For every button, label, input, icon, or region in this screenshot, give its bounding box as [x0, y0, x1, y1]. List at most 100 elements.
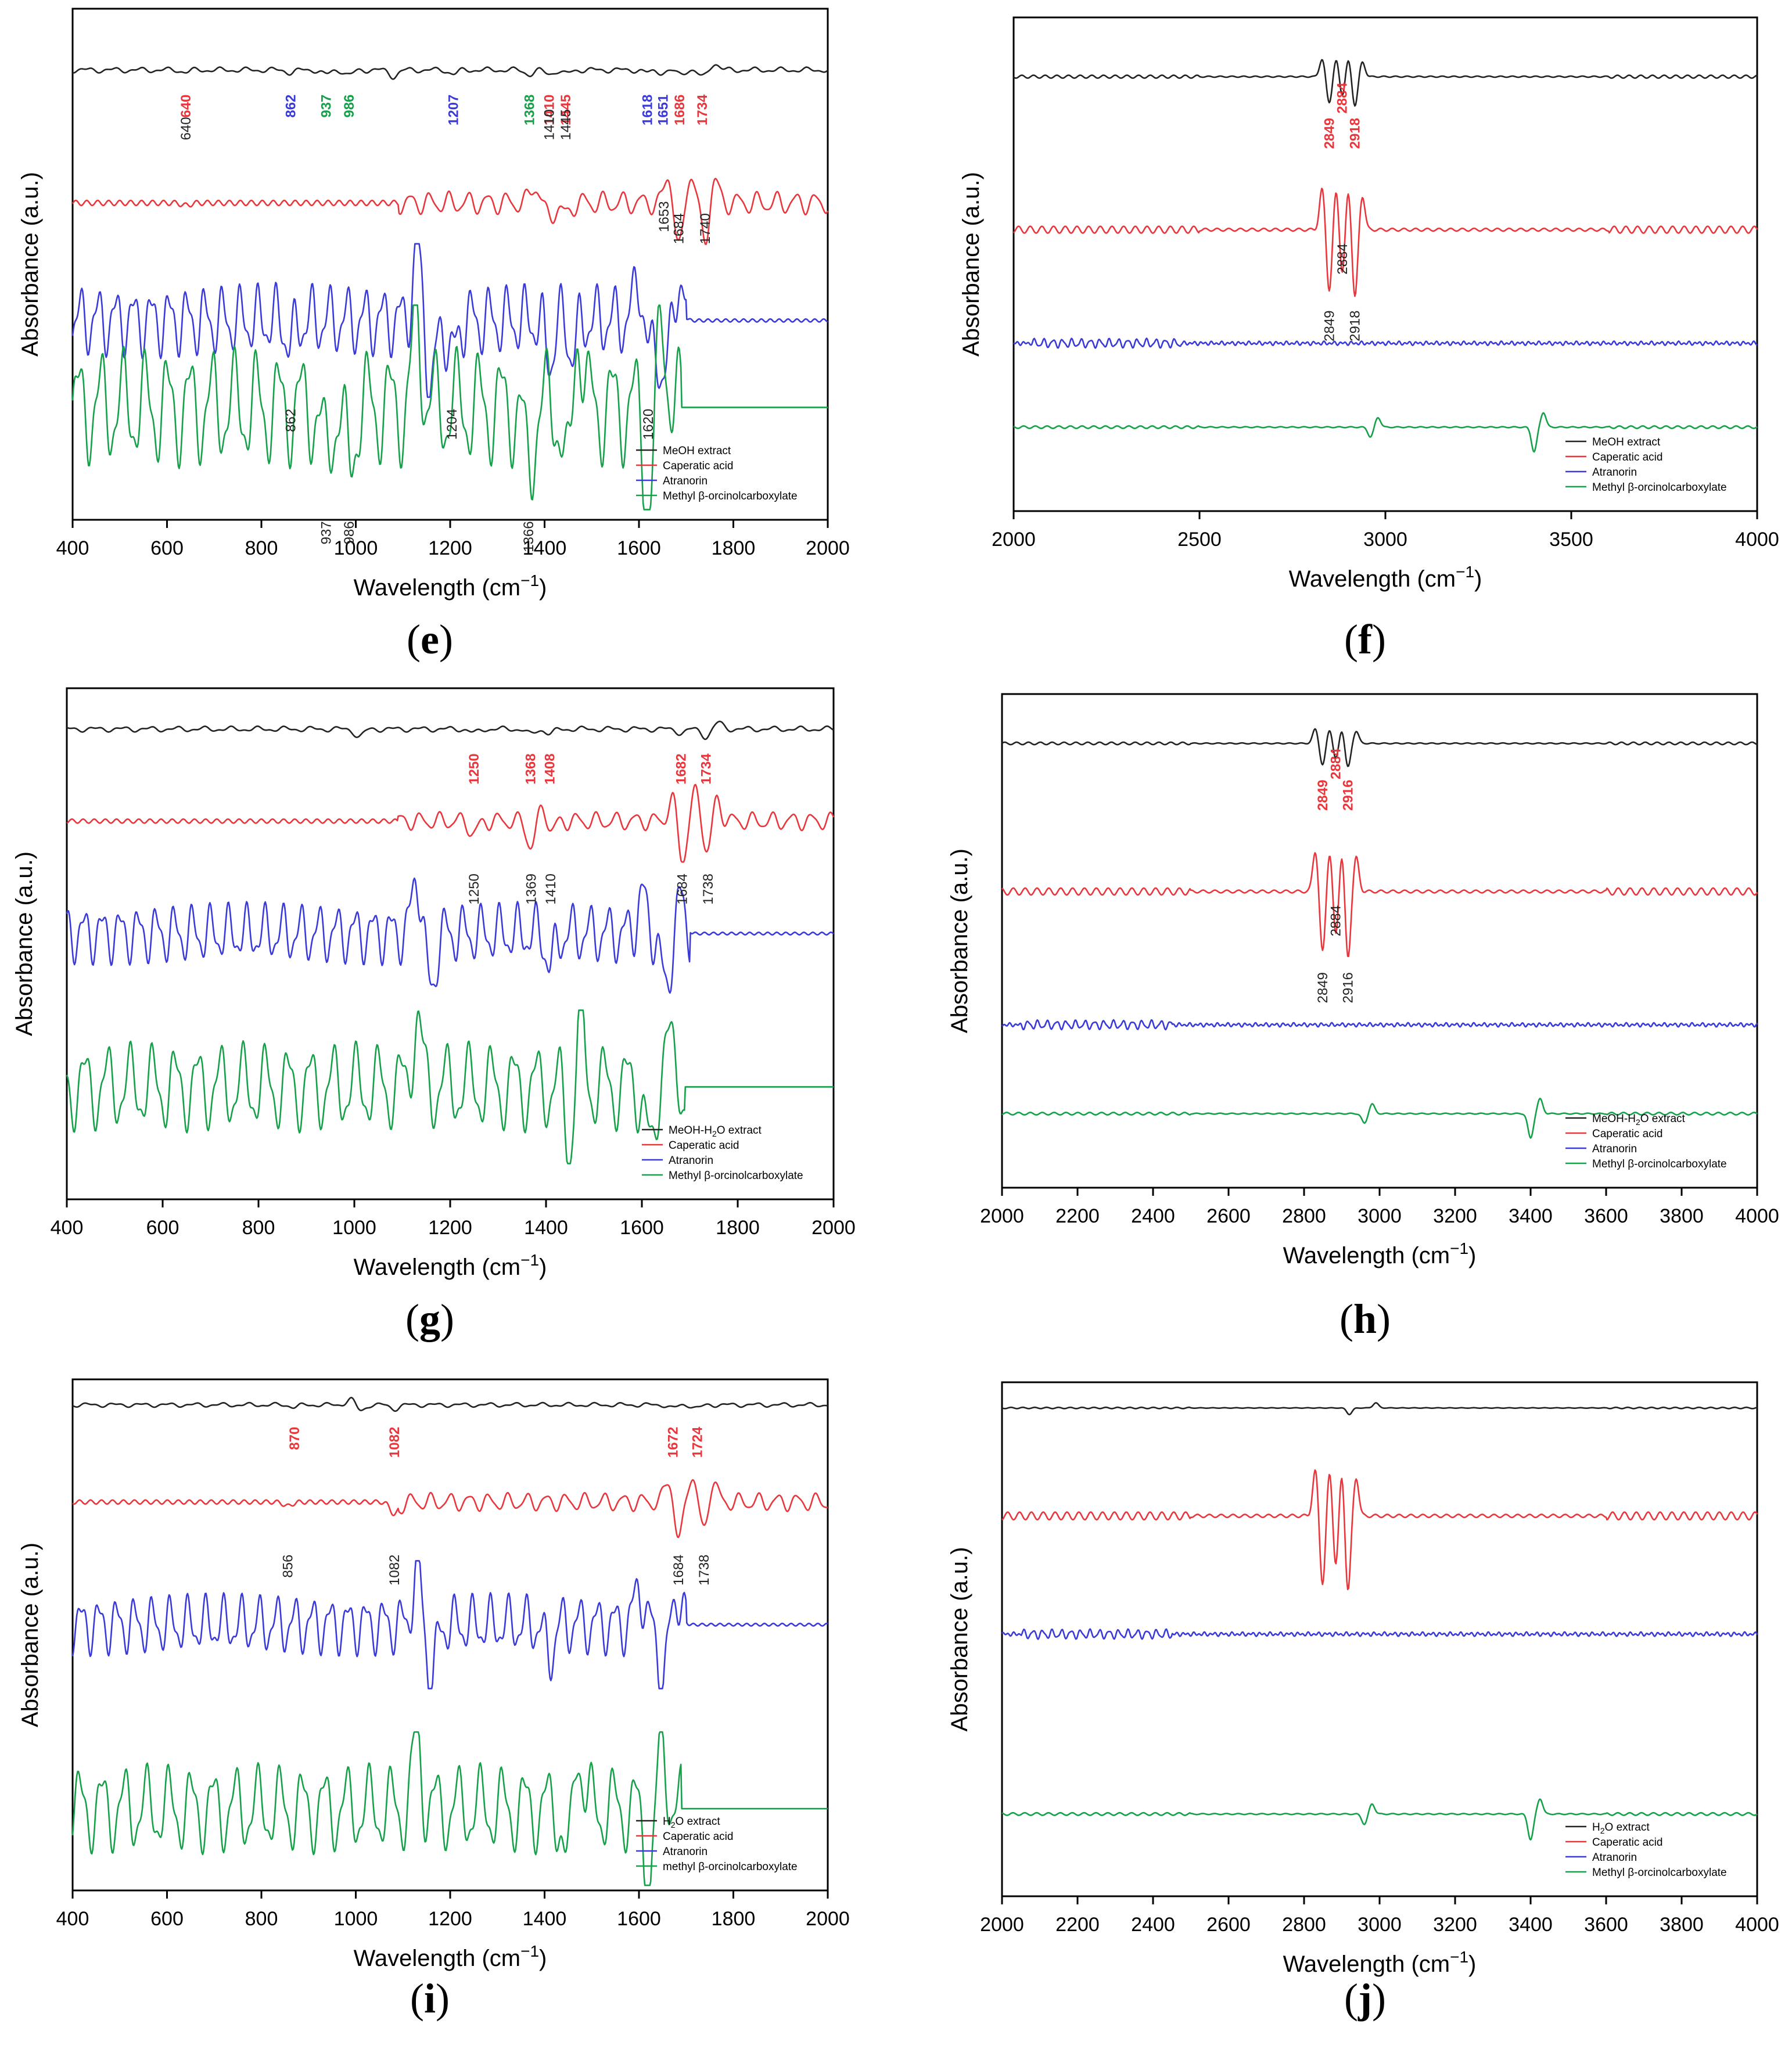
peak-label: 1368	[523, 753, 539, 784]
x-tick-label: 3800	[1660, 1914, 1704, 1936]
x-tick-label: 1400	[523, 537, 567, 559]
series-line	[66, 720, 834, 740]
x-tick-label: 2200	[1055, 1205, 1100, 1227]
peak-label: 1082	[387, 1427, 403, 1458]
legend-entry: methyl β-orcinolcarboxylate	[663, 1861, 798, 1873]
x-tick-label: 1000	[332, 1217, 376, 1239]
series-line	[71, 1731, 828, 1886]
chart-panel-i: 400 600 800 1000 1200 1400 1600 1800 2000 Wavelen…	[17, 1378, 850, 1971]
panel-label-g: (g)	[405, 1296, 454, 1342]
legend-entry: Caperatic acid	[1592, 1128, 1662, 1140]
chart-panel-j: 2000 2200 2400 2600 2800 3000 3200 3400 3600 3800…	[947, 1381, 1779, 1977]
panel-label-j: (j)	[1344, 1975, 1386, 2022]
legend-entry: MeOH extract	[663, 445, 731, 457]
legend-entry: Methyl β-orcinolcarboxylate	[1592, 1867, 1727, 1879]
x-axis-label: Wavelength (cm−1)	[354, 571, 547, 601]
x-tick-label: 600	[146, 1217, 179, 1239]
panel-label-e: (e)	[407, 616, 453, 663]
legend-entry: Atranorin	[1592, 466, 1637, 479]
y-axis-label: Absorbance (a.u.)	[12, 851, 37, 1036]
legend-entry: H2O extract	[663, 1816, 720, 1829]
peak-label: 937	[318, 521, 334, 544]
x-tick-label: 3600	[1584, 1914, 1628, 1936]
x-tick-label: 1600	[617, 537, 661, 559]
legend-entry: Methyl β-orcinolcarboxylate	[663, 490, 798, 502]
series-line	[66, 877, 834, 994]
peak-label: 862	[283, 409, 299, 432]
x-tick-label: 2500	[1177, 529, 1222, 551]
x-axis-label: Wavelength (cm−1)	[1283, 1948, 1477, 1977]
x-tick-label: 3000	[1358, 1205, 1402, 1227]
peak-label: 1445	[558, 109, 574, 140]
peak-label: 2884	[1335, 82, 1351, 114]
y-axis-label: Absorbance (a.u.)	[958, 172, 984, 357]
legend-entry: MeOH extract	[1592, 436, 1661, 448]
x-tick-label: 1800	[716, 1217, 760, 1239]
x-tick-label: 2600	[1206, 1914, 1251, 1936]
peak-label: 2884	[1328, 748, 1344, 779]
series-line	[71, 243, 828, 398]
series-line	[71, 304, 828, 511]
series-line	[71, 178, 829, 245]
series-line	[71, 1560, 828, 1689]
x-tick-label: 2400	[1131, 1205, 1175, 1227]
x-axis-label: Wavelength (cm−1)	[354, 1251, 547, 1280]
peak-label: 1684	[671, 1555, 687, 1586]
peak-label: 1734	[699, 753, 714, 785]
peak-label: 1740	[698, 213, 713, 244]
series-line	[72, 1397, 828, 1412]
legend-entry: Atranorin	[669, 1155, 713, 1167]
series-line	[1013, 337, 1758, 349]
x-tick-label: 800	[245, 1908, 278, 1930]
peak-label: 986	[342, 521, 357, 544]
x-tick-label: 4000	[1735, 529, 1779, 551]
legend-entry: Methyl β-orcinolcarboxylate	[1592, 1158, 1727, 1170]
legend-entry: Atranorin	[663, 475, 708, 487]
x-tick-label: 2200	[1055, 1914, 1100, 1936]
y-axis-label: Absorbance (a.u.)	[947, 1547, 972, 1732]
peak-label: 2849	[1315, 972, 1331, 1003]
y-axis-label: Absorbance (a.u.)	[17, 172, 43, 357]
series-line	[72, 1479, 828, 1538]
x-tick-label: 3500	[1549, 529, 1593, 551]
legend-entry: Methyl β-orcinolcarboxylate	[1592, 481, 1727, 494]
x-axis-label: Wavelength (cm−1)	[1289, 563, 1482, 592]
x-tick-label: 3000	[1358, 1914, 1402, 1936]
x-tick-label: 1200	[428, 1217, 472, 1239]
peak-label: 1738	[696, 1555, 712, 1586]
chart-panel-h: 2000 2200 2400 2600 2800 3000 3200 3400 3600 3800…	[947, 693, 1779, 1268]
peak-label: 1410	[543, 873, 559, 904]
x-tick-label: 1000	[334, 1908, 378, 1930]
legend-entry: MeOH-H2O extract	[669, 1124, 762, 1138]
series-line	[1001, 1402, 1758, 1415]
peak-label: 1445	[558, 95, 574, 125]
panel-label-f: (f)	[1344, 616, 1386, 663]
chart-panel-e: 400 600 800 1000 1200 1400 1600 1800 2000 Wavelen…	[17, 8, 850, 601]
x-tick-label: 2000	[992, 529, 1036, 551]
x-tick-label: 2000	[811, 1217, 856, 1239]
x-tick-label: 2000	[980, 1205, 1024, 1227]
panel-label-h: (h)	[1339, 1296, 1391, 1342]
x-tick-label: 1600	[620, 1217, 664, 1239]
x-tick-label: 3000	[1363, 529, 1407, 551]
x-tick-label: 3200	[1433, 1914, 1477, 1936]
x-tick-label: 2800	[1282, 1914, 1326, 1936]
x-tick-label: 600	[150, 1908, 184, 1930]
x-tick-label: 2600	[1206, 1205, 1251, 1227]
series-line	[1013, 412, 1758, 453]
peak-label: 1620	[641, 409, 656, 440]
peak-label: 1738	[701, 873, 716, 904]
peak-label: 640	[178, 117, 194, 140]
peak-label: 1204	[444, 409, 460, 440]
peak-label: 1651	[655, 95, 671, 125]
chart-panel-f: 2000 2500 3000 3500 4000 Wavelength (cm−1) Abs…	[958, 16, 1779, 592]
legend-entry: Methyl β-orcinolcarboxylate	[669, 1170, 803, 1182]
series-line	[66, 783, 835, 863]
peak-label: 2849	[1315, 780, 1331, 811]
x-tick-label: 1400	[524, 1217, 568, 1239]
series-line	[1001, 852, 1758, 957]
peak-label: 1653	[656, 201, 672, 232]
series-line	[1012, 188, 1758, 297]
x-tick-label: 3200	[1433, 1205, 1477, 1227]
